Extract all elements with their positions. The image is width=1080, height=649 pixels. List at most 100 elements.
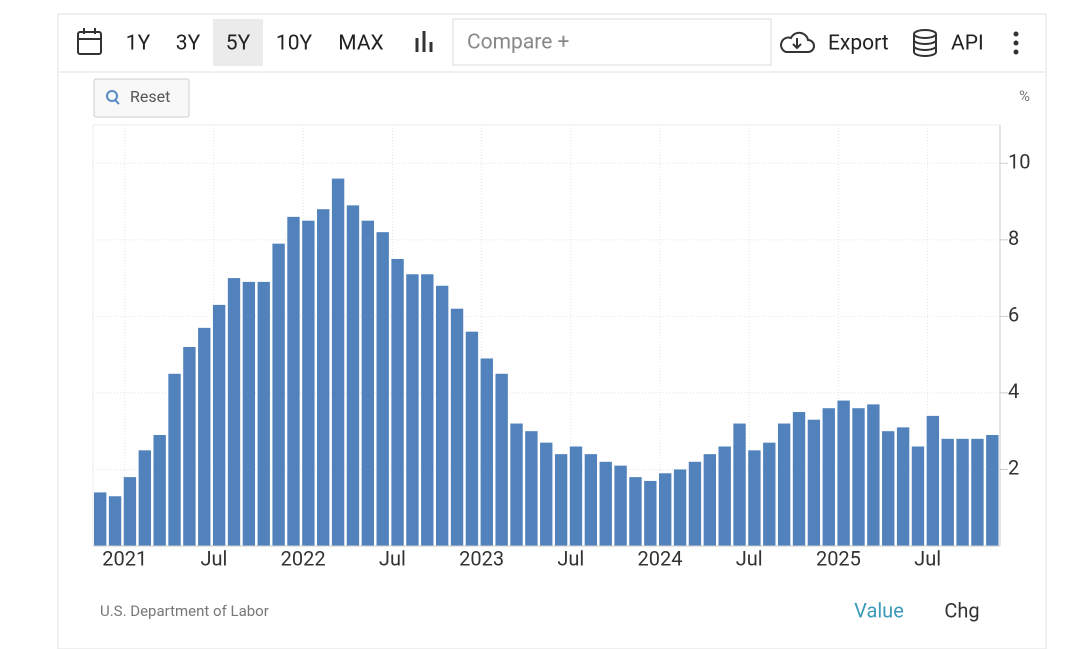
export-button[interactable]: Export [828, 32, 889, 56]
compare-input[interactable] [452, 18, 772, 66]
chart-type-icon[interactable] [415, 31, 433, 52]
bar [510, 423, 523, 546]
value-tab[interactable]: Value [854, 598, 904, 622]
reset-icon-handle [114, 99, 120, 105]
reset-button[interactable] [93, 78, 190, 118]
y-tick-label: 8 [1008, 226, 1019, 250]
bar [599, 461, 612, 546]
bar [272, 243, 285, 547]
bar [688, 461, 702, 546]
bar [435, 285, 449, 546]
bar [763, 442, 776, 546]
more-menu[interactable] [1013, 31, 1019, 55]
bar [733, 423, 746, 546]
bar [391, 258, 404, 546]
reset-icon [106, 90, 118, 102]
bar [406, 274, 419, 546]
y-tick-label: 4 [1008, 379, 1019, 403]
bar [882, 431, 895, 546]
bar [852, 408, 865, 546]
bar [138, 450, 151, 546]
y-tick-label: 10 [1008, 150, 1030, 174]
compare-placeholder: Compare + [467, 31, 570, 55]
bar [822, 408, 835, 546]
bar [584, 454, 598, 546]
bar [331, 178, 345, 546]
y-tick-label: 6 [1008, 303, 1019, 327]
export-icon [780, 31, 815, 53]
bar [450, 308, 464, 546]
bar [554, 454, 568, 546]
bar [629, 477, 642, 546]
y-unit: % [1019, 87, 1030, 105]
bar [480, 358, 493, 546]
bar [212, 304, 226, 546]
bar [644, 480, 657, 546]
bar [540, 442, 553, 546]
bar [614, 465, 627, 546]
source: U.S. Department of Labor [100, 602, 269, 620]
bar [183, 346, 196, 546]
bar [495, 373, 508, 546]
bar [703, 454, 716, 546]
calendar-icon[interactable] [77, 28, 102, 55]
x-tick-label: Jul [736, 546, 763, 570]
x-tick-label: 2023 [459, 546, 504, 570]
x-tick-label: Jul [200, 546, 227, 570]
bar [123, 477, 137, 546]
bar [569, 446, 583, 546]
bar [198, 327, 211, 546]
bar [421, 274, 434, 546]
x-tick-label: Jul [914, 546, 941, 570]
bar [911, 446, 925, 546]
reset-label: Reset [130, 87, 170, 106]
bar [153, 435, 166, 546]
x-tick-label: 2022 [281, 546, 326, 570]
bar [807, 419, 821, 546]
bar [792, 412, 806, 546]
bar [748, 450, 761, 546]
dot [1013, 49, 1019, 55]
y-tick-label: 2 [1008, 456, 1019, 480]
x-tick-label: 2025 [816, 546, 861, 570]
bar [971, 438, 984, 546]
bar [777, 423, 791, 546]
bar [376, 232, 389, 546]
bar [317, 209, 330, 546]
bar [956, 438, 969, 546]
bar [926, 415, 940, 546]
dot [1013, 40, 1019, 46]
bar [168, 373, 181, 546]
db-body [913, 34, 937, 57]
bar [257, 281, 270, 546]
api-button[interactable]: API [951, 32, 984, 56]
range-button[interactable]: 3Y [176, 32, 201, 56]
bar [867, 404, 880, 546]
bar [242, 281, 256, 546]
x-tick-label: Jul [379, 546, 406, 570]
range-selected [213, 19, 263, 66]
bar [465, 331, 479, 546]
bar [896, 427, 910, 546]
bar [837, 400, 850, 546]
bar [302, 220, 315, 546]
range-button[interactable]: MAX [338, 32, 383, 56]
bar [227, 278, 241, 546]
range-button[interactable]: 10Y [276, 32, 313, 56]
chg-tab[interactable]: Chg [944, 598, 979, 622]
bar [361, 220, 375, 546]
calendar-body [77, 31, 102, 55]
bar [346, 205, 360, 546]
bar [986, 435, 999, 546]
bar [941, 438, 954, 546]
range-button[interactable]: 1Y [126, 32, 151, 56]
bar [287, 216, 300, 546]
x-tick-label: Jul [557, 546, 584, 570]
api-icon [913, 29, 937, 57]
x-tick-label: 2024 [638, 546, 683, 570]
range-button[interactable]: 5Y [226, 32, 251, 56]
bar [659, 473, 672, 546]
bar [718, 446, 731, 546]
bar [94, 492, 107, 546]
